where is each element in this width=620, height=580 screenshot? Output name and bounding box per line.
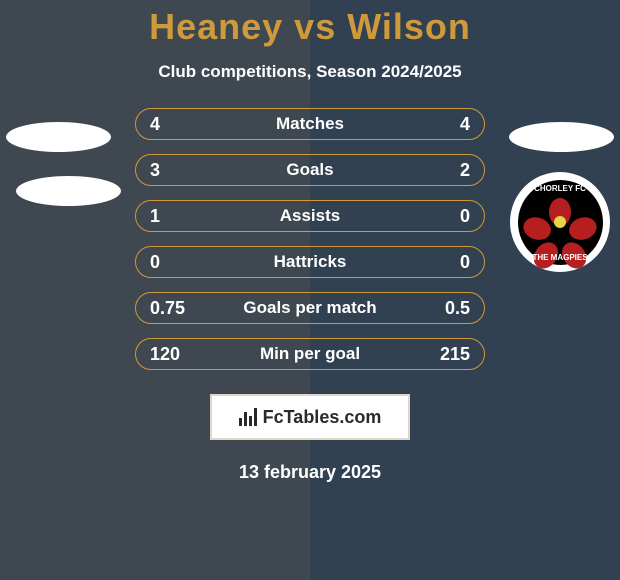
club-logo-right: CHORLEY FC THE MAGPIES [510, 172, 610, 272]
stat-right-value: 215 [440, 344, 470, 365]
stat-left-value: 3 [150, 160, 160, 181]
stat-right-value: 0 [460, 206, 470, 227]
stat-row: 4Matches4 [135, 108, 485, 140]
club-logo-bottom-text: THE MAGPIES [518, 253, 603, 262]
stat-left-value: 1 [150, 206, 160, 227]
stat-row: 0Hattricks0 [135, 246, 485, 278]
player-left-badge-2 [16, 176, 121, 206]
stat-left-value: 0 [150, 252, 160, 273]
stat-row: 1Assists0 [135, 200, 485, 232]
stat-label: Goals per match [136, 298, 484, 318]
player-left-badge-1 [6, 122, 111, 152]
stat-right-value: 0.5 [445, 298, 470, 319]
stats-table: 4Matches43Goals21Assists00Hattricks00.75… [135, 108, 485, 370]
stat-right-value: 0 [460, 252, 470, 273]
stat-left-value: 0.75 [150, 298, 185, 319]
player-right-badge-1 [509, 122, 614, 152]
fctables-text: FcTables.com [263, 407, 382, 428]
club-logo-rose-icon [537, 199, 583, 245]
stat-label: Goals [136, 160, 484, 180]
date-text: 13 february 2025 [239, 462, 381, 483]
stat-left-value: 4 [150, 114, 160, 135]
stat-label: Assists [136, 206, 484, 226]
stat-label: Min per goal [136, 344, 484, 364]
stat-row: 0.75Goals per match0.5 [135, 292, 485, 324]
stat-label: Matches [136, 114, 484, 134]
stat-right-value: 2 [460, 160, 470, 181]
fctables-watermark: FcTables.com [210, 394, 410, 440]
bars-icon [239, 408, 257, 426]
stat-left-value: 120 [150, 344, 180, 365]
stat-row: 120Min per goal215 [135, 338, 485, 370]
club-logo-inner: CHORLEY FC THE MAGPIES [518, 180, 603, 265]
stat-label: Hattricks [136, 252, 484, 272]
club-logo-top-text: CHORLEY FC [518, 184, 603, 193]
page-title: Heaney vs Wilson [149, 6, 471, 48]
stat-right-value: 4 [460, 114, 470, 135]
page-subtitle: Club competitions, Season 2024/2025 [158, 62, 461, 82]
stat-row: 3Goals2 [135, 154, 485, 186]
content: Heaney vs Wilson Club competitions, Seas… [0, 0, 620, 580]
